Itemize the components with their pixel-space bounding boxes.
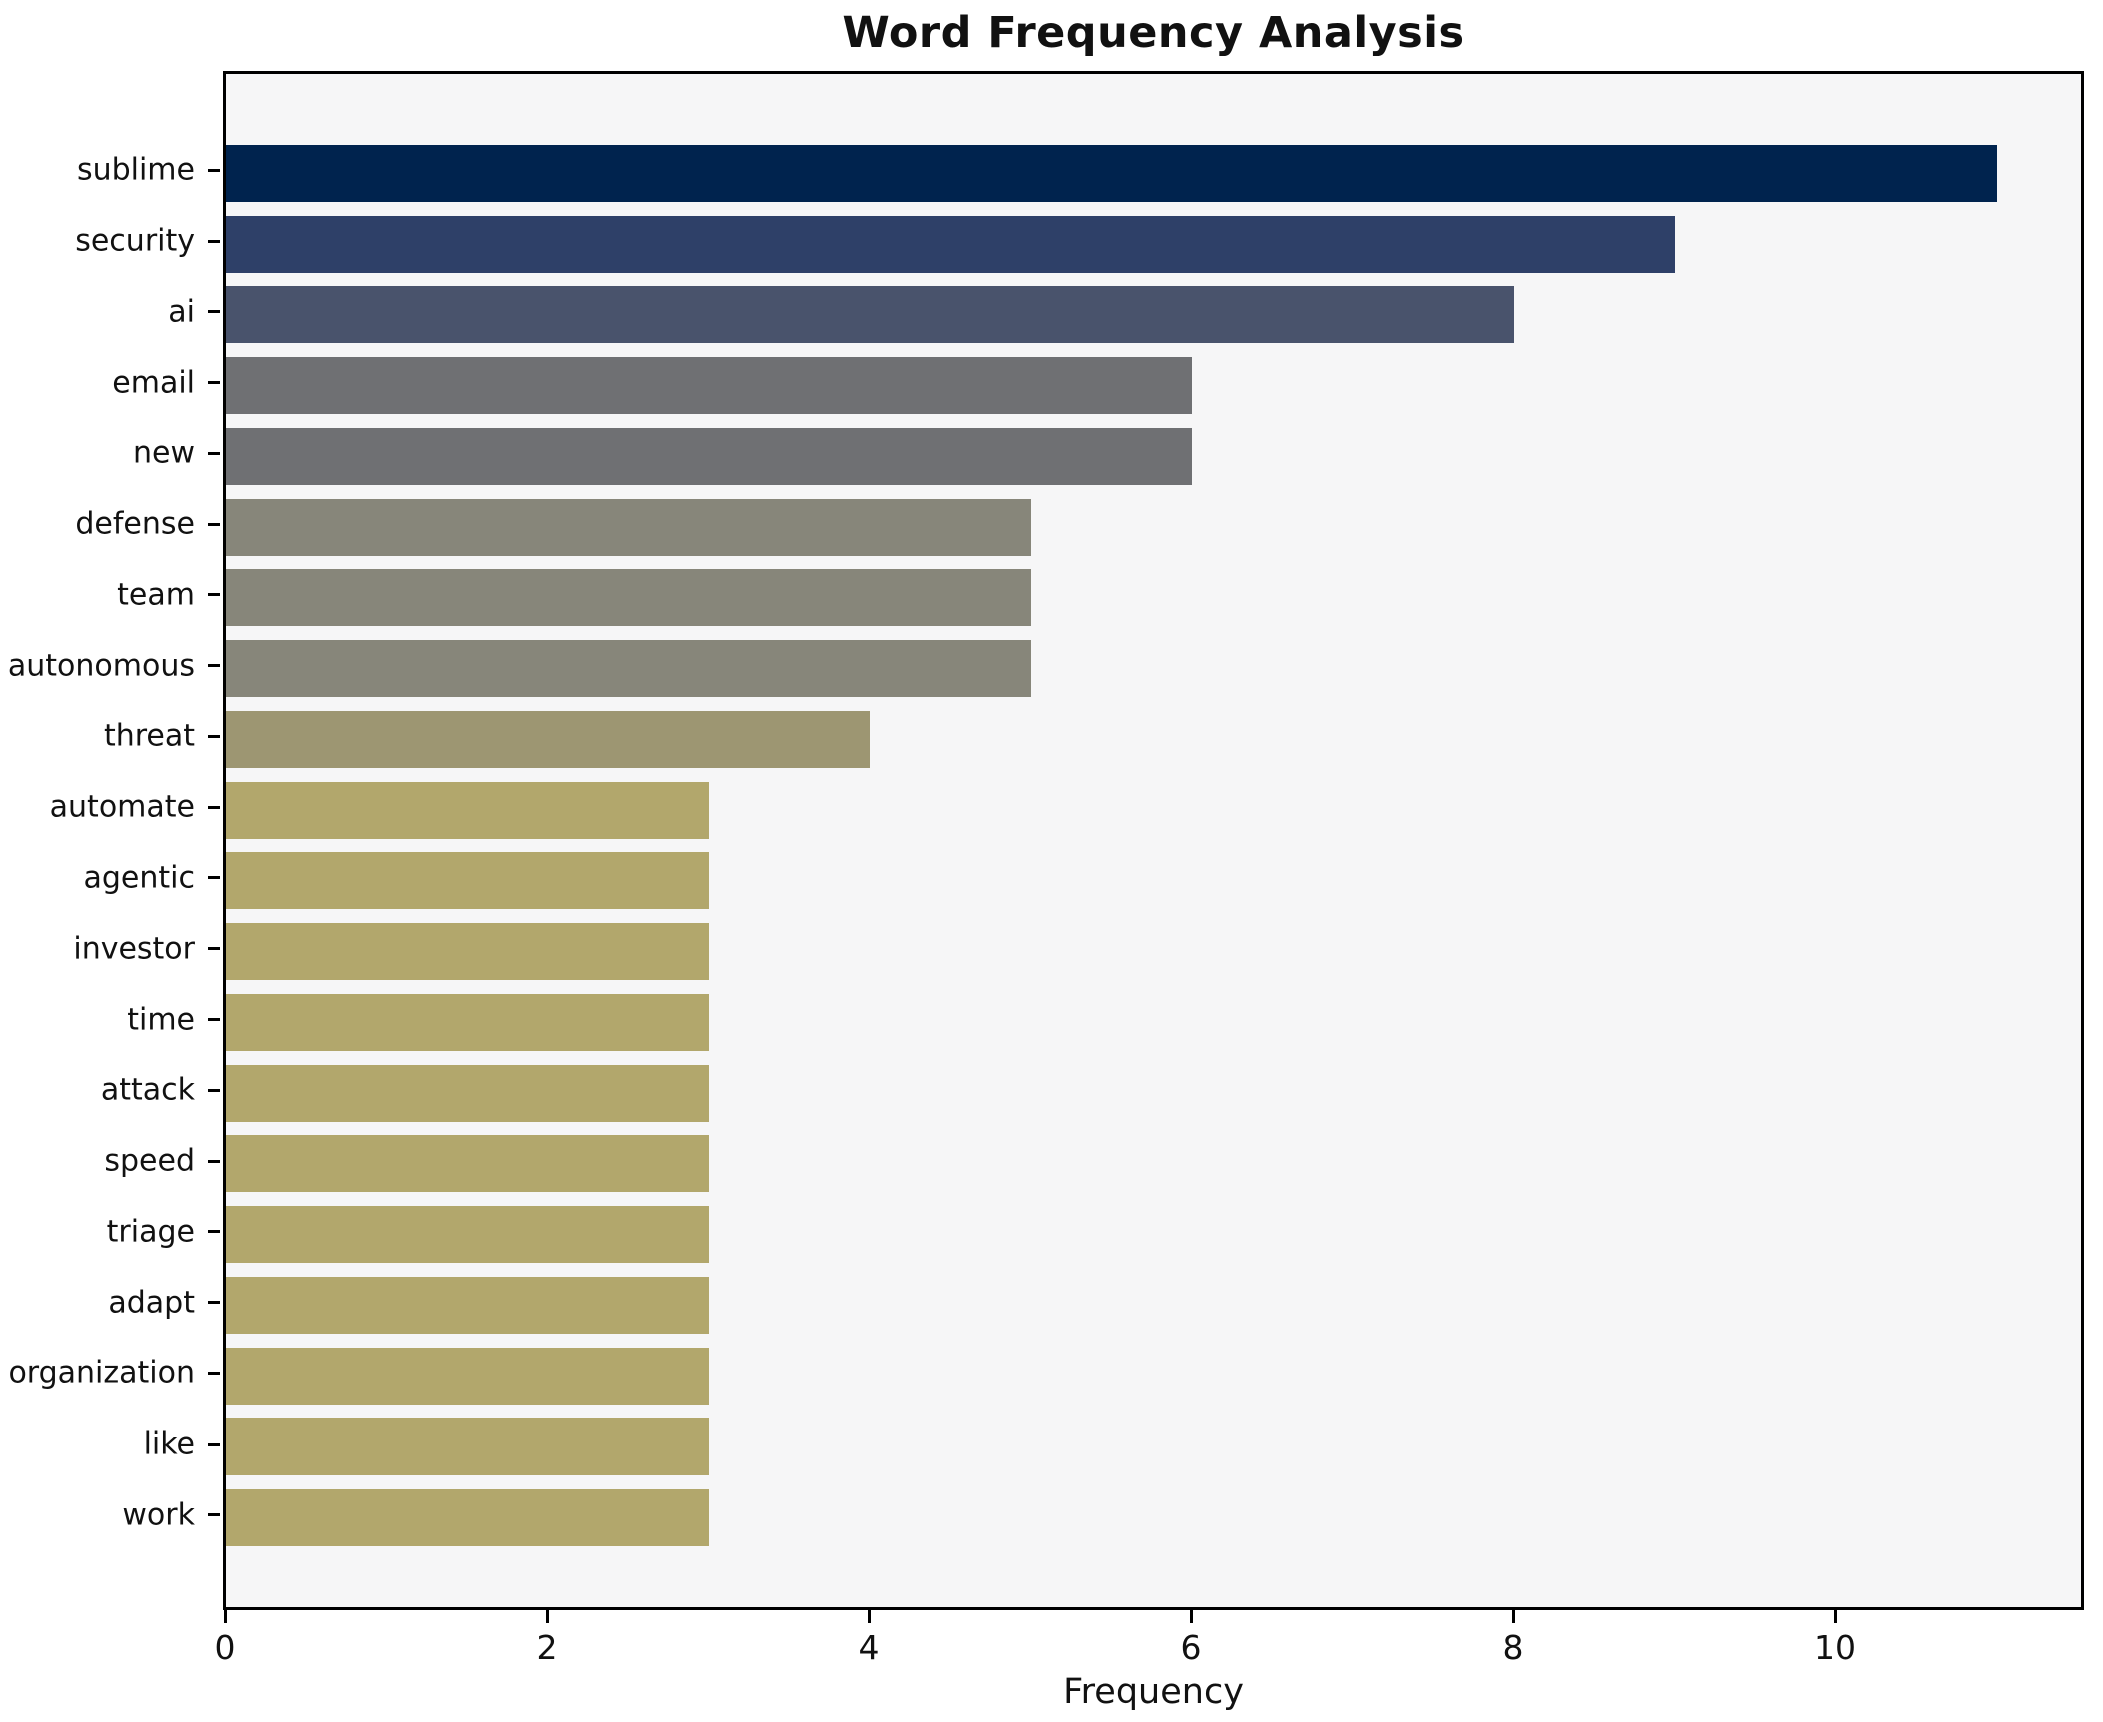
y-tick-label-work: work xyxy=(122,1497,195,1533)
x-tick-mark xyxy=(1511,1610,1515,1623)
y-tick-mark xyxy=(208,1301,220,1305)
chart-title: Word Frequency Analysis xyxy=(842,8,1465,58)
y-tick-mark xyxy=(208,1371,220,1375)
bar-ai xyxy=(226,286,1514,344)
bar-email xyxy=(226,357,1192,415)
bar-row xyxy=(226,209,2081,280)
bar-row xyxy=(226,1058,2081,1129)
x-tick-label-0: 0 xyxy=(214,1628,236,1667)
x-tick-label-10: 10 xyxy=(1814,1628,1856,1667)
bar-attack xyxy=(226,1064,709,1122)
bars-region xyxy=(226,138,2081,1554)
x-tick-label-4: 4 xyxy=(858,1628,880,1667)
bar-automate xyxy=(226,781,709,839)
bar-adapt xyxy=(226,1276,709,1334)
y-tick-label-defense: defense xyxy=(75,506,195,542)
y-tick-label-time: time xyxy=(127,1002,195,1037)
bar-work xyxy=(226,1489,709,1547)
x-axis: 0 2 4 6 8 10 xyxy=(215,1610,2084,1722)
y-tick-mark xyxy=(208,381,220,385)
x-tick-mark xyxy=(545,1610,549,1623)
bar-row xyxy=(226,633,2081,704)
y-tick-label-sublime: sublime xyxy=(76,152,195,188)
bar-row xyxy=(226,1482,2081,1553)
y-tick-label-attack: attack xyxy=(100,1072,195,1108)
bar-row xyxy=(226,492,2081,563)
y-tick-mark xyxy=(208,664,220,668)
bar-row xyxy=(226,916,2081,987)
y-tick-label-team: team xyxy=(117,577,195,613)
bar-defense xyxy=(226,498,1031,556)
x-tick-mark xyxy=(1189,1610,1193,1623)
bar-organization xyxy=(226,1347,709,1405)
y-tick-label-like: like xyxy=(143,1426,195,1462)
bar-row xyxy=(226,563,2081,634)
y-tick-mark xyxy=(208,947,220,951)
x-tick-mark xyxy=(1833,1610,1837,1623)
y-tick-mark xyxy=(208,1088,220,1092)
y-tick-label-autonomous: autonomous xyxy=(7,648,195,684)
y-tick-mark xyxy=(208,1513,220,1517)
bar-row xyxy=(226,987,2081,1058)
bar-security xyxy=(226,215,1675,273)
x-tick-mark xyxy=(223,1610,227,1623)
bar-autonomous xyxy=(226,640,1031,698)
y-tick-label-threat: threat xyxy=(103,718,195,754)
y-tick-mark xyxy=(208,1442,220,1446)
bar-row xyxy=(226,1199,2081,1270)
y-tick-mark xyxy=(208,522,220,526)
bar-row xyxy=(226,1270,2081,1341)
x-tick-label-2: 2 xyxy=(536,1628,558,1667)
y-tick-mark xyxy=(208,310,220,314)
plot-area xyxy=(223,71,2084,1610)
bar-investor xyxy=(226,923,709,981)
x-tick-label-6: 6 xyxy=(1180,1628,1202,1667)
bar-row xyxy=(226,704,2081,775)
y-tick-label-organization: organization xyxy=(8,1355,195,1391)
bar-sublime xyxy=(226,144,1997,202)
y-tick-label-adapt: adapt xyxy=(108,1285,195,1321)
bar-row xyxy=(226,280,2081,351)
y-tick-label-security: security xyxy=(75,223,195,259)
y-tick-mark xyxy=(208,451,220,455)
x-axis-title: Frequency xyxy=(1063,1672,1244,1712)
bar-row xyxy=(226,421,2081,492)
y-tick-label-new: new xyxy=(132,435,195,471)
bar-new xyxy=(226,427,1192,485)
y-tick-label-speed: speed xyxy=(104,1143,195,1179)
bar-row xyxy=(226,350,2081,421)
bar-row xyxy=(226,138,2081,209)
x-tick-mark xyxy=(867,1610,871,1623)
y-tick-label-agentic: agentic xyxy=(83,860,196,896)
bar-row xyxy=(226,846,2081,917)
y-tick-mark xyxy=(208,1018,220,1021)
bar-agentic xyxy=(226,852,709,910)
x-tick-label-8: 8 xyxy=(1502,1628,1524,1667)
y-tick-mark xyxy=(208,168,220,172)
bar-triage xyxy=(226,1206,709,1264)
y-tick-mark xyxy=(208,734,220,738)
y-tick-mark xyxy=(208,593,220,597)
y-tick-mark xyxy=(208,1159,220,1163)
bar-time xyxy=(226,993,709,1051)
bar-row xyxy=(226,1341,2081,1412)
bar-threat xyxy=(226,710,870,768)
bar-row xyxy=(226,1129,2081,1200)
y-tick-label-email: email xyxy=(112,365,195,401)
bar-like xyxy=(226,1418,709,1476)
y-tick-mark xyxy=(208,1230,220,1234)
y-axis: sublime security ai email new defense team auto… xyxy=(0,71,223,1610)
y-tick-label-investor: investor xyxy=(73,931,195,967)
y-tick-label-automate: automate xyxy=(49,789,195,825)
y-tick-mark xyxy=(208,805,220,809)
y-tick-mark xyxy=(208,876,220,880)
bar-speed xyxy=(226,1135,709,1193)
bar-row xyxy=(226,1412,2081,1483)
bar-team xyxy=(226,569,1031,627)
y-tick-mark xyxy=(208,239,220,243)
bar-row xyxy=(226,775,2081,846)
y-tick-label-triage: triage xyxy=(106,1214,195,1250)
y-tick-label-ai: ai xyxy=(168,294,195,330)
